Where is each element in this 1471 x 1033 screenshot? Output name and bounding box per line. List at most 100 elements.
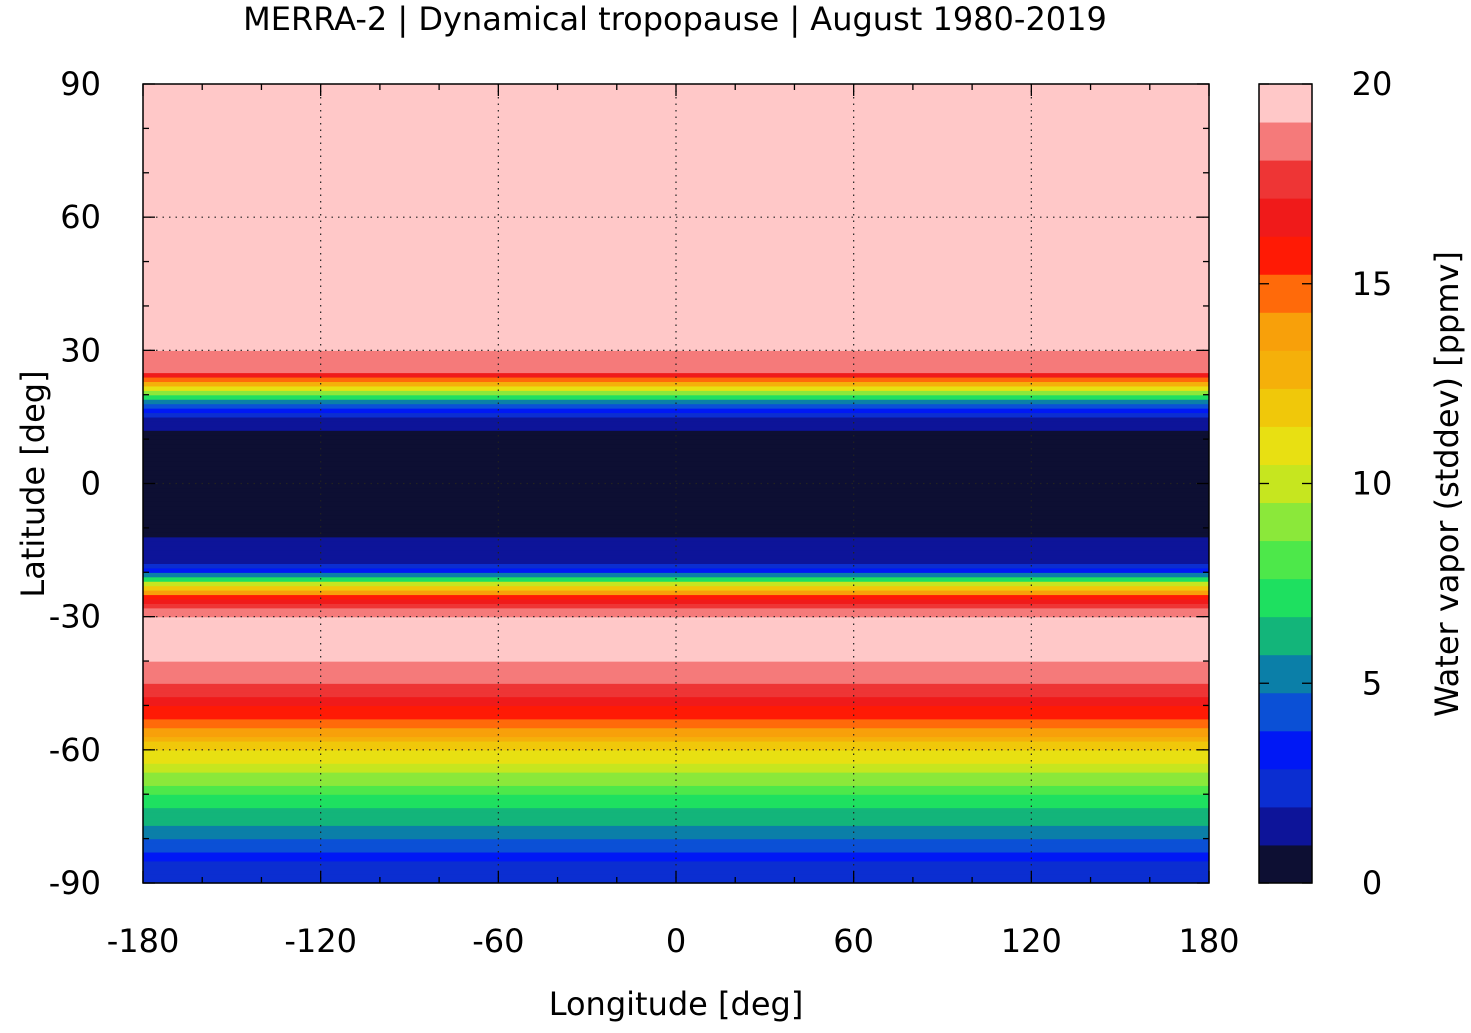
heat-cell [143, 248, 1209, 254]
heat-cell [143, 163, 1209, 169]
y-axis: -90 -60 -30 0 30 60 90 [49, 65, 1209, 902]
heat-cell [143, 714, 1209, 720]
heat-cell [143, 860, 1209, 866]
colorbar-swatch [1259, 844, 1312, 884]
colorbar-swatch [1259, 616, 1312, 656]
heat-cell [143, 341, 1209, 347]
heat-cell [143, 514, 1209, 520]
colorbar-swatch [1259, 160, 1312, 199]
heat-cell [143, 261, 1209, 267]
colorbar-swatch [1259, 350, 1312, 389]
chart-title: MERRA-2 | Dynamical tropopause | August … [243, 0, 1107, 38]
y-tick-label: 30 [60, 331, 101, 369]
heat-cell [143, 510, 1209, 516]
colorbar-swatch [1259, 388, 1312, 427]
heat-cell [143, 332, 1209, 338]
heat-cell [143, 319, 1209, 325]
heat-cell [143, 754, 1209, 760]
heat-cell [143, 421, 1209, 427]
heat-cell [143, 785, 1209, 791]
heat-cell [143, 226, 1209, 232]
heat-cell [143, 323, 1209, 329]
heat-cell [143, 363, 1209, 369]
heat-cell [143, 110, 1209, 116]
colorbar-swatch [1259, 84, 1312, 123]
heat-cell [143, 474, 1209, 480]
y-tick-label: 0 [81, 465, 101, 503]
heat-cell [143, 141, 1209, 147]
heat-cell [143, 412, 1209, 418]
colorbar-swatch [1259, 654, 1312, 694]
x-tick-label: 120 [1001, 922, 1062, 960]
colorbar-swatch [1259, 730, 1312, 770]
colorbar-swatch [1259, 426, 1312, 465]
heat-cell [143, 408, 1209, 414]
heat-cell [143, 159, 1209, 165]
heat-cell [143, 243, 1209, 249]
heat-cell [143, 545, 1209, 551]
heat-cell [143, 603, 1209, 609]
colorbar-swatch [1259, 122, 1312, 161]
heat-cell [143, 638, 1209, 644]
heat-cell [143, 767, 1209, 773]
heat-cell [143, 279, 1209, 285]
heat-cell [143, 288, 1209, 294]
colorbar-swatch [1259, 198, 1312, 237]
heat-cell [143, 749, 1209, 755]
heat-cell [143, 194, 1209, 201]
heat-cell [143, 301, 1209, 307]
heat-cell [143, 430, 1209, 436]
heat-cell [143, 496, 1209, 502]
heat-cell [143, 798, 1209, 804]
x-tick-label: 0 [666, 922, 686, 960]
x-tick-label: -180 [107, 922, 180, 960]
heat-cell [143, 669, 1209, 675]
colorbar-tick-label: 20 [1352, 65, 1393, 103]
heat-cell [143, 203, 1209, 209]
heat-cell [143, 447, 1209, 454]
heat-cell [143, 794, 1209, 800]
heat-cell [143, 292, 1209, 298]
heat-cell [143, 470, 1209, 476]
heat-cell [143, 146, 1209, 152]
heat-cell [143, 425, 1209, 431]
heat-cell [143, 820, 1209, 826]
heat-cell [143, 776, 1209, 782]
heat-cell [143, 434, 1209, 440]
heat-cell [143, 132, 1209, 138]
x-axis: -180 -120 -60 0 60 120 180 [107, 84, 1240, 960]
heat-cell [143, 740, 1209, 746]
heat-cell [143, 696, 1209, 702]
heat-cell [143, 239, 1209, 245]
heat-cell [143, 727, 1209, 733]
colorbar-swatch [1259, 312, 1312, 351]
heat-cell [143, 825, 1209, 831]
heat-cell [143, 607, 1209, 613]
heat-cell [143, 505, 1209, 511]
heat-cell [143, 234, 1209, 240]
heat-cell [143, 656, 1209, 662]
heat-cell [143, 399, 1209, 405]
heat-cell [143, 359, 1209, 365]
heat-cell [143, 847, 1209, 853]
heat-cell [143, 137, 1209, 143]
heat-cell [143, 416, 1209, 422]
colorbar-swatch [1259, 578, 1312, 618]
heat-cell [143, 97, 1209, 103]
heat-cell [143, 811, 1209, 818]
colorbar-tick-label: 15 [1352, 265, 1393, 303]
heat-cell [143, 123, 1209, 129]
heat-cell [143, 665, 1209, 671]
heat-cell [143, 572, 1209, 578]
y-tick-label: 60 [60, 198, 101, 236]
heat-cell [143, 687, 1209, 693]
heat-cell [143, 265, 1209, 272]
heat-cell [143, 590, 1209, 596]
heat-cell [143, 168, 1209, 174]
x-tick-label: 180 [1178, 922, 1239, 960]
heat-cell [143, 598, 1209, 604]
colorbar-swatch [1259, 692, 1312, 732]
x-tick-label: -60 [472, 922, 524, 960]
